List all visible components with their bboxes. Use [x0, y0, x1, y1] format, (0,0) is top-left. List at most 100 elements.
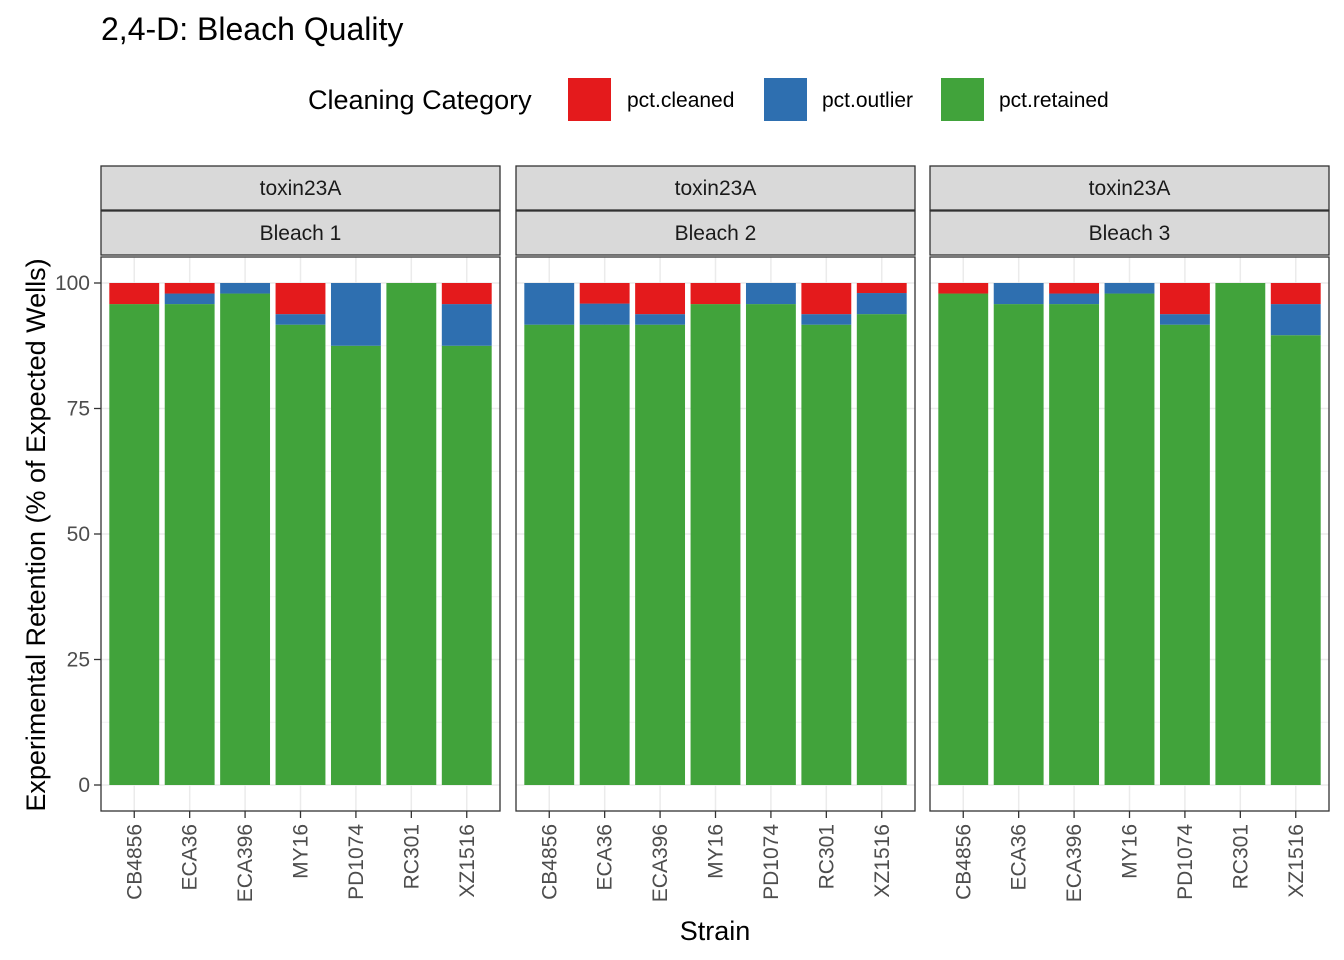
bar-pct-retained-eca396 — [220, 293, 271, 785]
facet-strip-top-label: toxin23A — [260, 177, 342, 200]
facet-strip-top-label: toxin23A — [675, 177, 757, 200]
bar-pct-retained-my16 — [690, 304, 741, 785]
y-axis: 0 25 50 75 100 — [55, 272, 101, 797]
bar-pct-outlier-my16 — [1104, 283, 1155, 294]
facet-strip-bottom-label: Bleach 1 — [260, 222, 342, 245]
bar-pct-cleaned-xz1516 — [441, 283, 492, 305]
bar-pct-retained-xz1516 — [1270, 335, 1321, 785]
facet-strip-top-label: toxin23A — [1089, 177, 1171, 200]
y-tick-label: 100 — [55, 272, 90, 295]
bar-pct-outlier-my16 — [275, 314, 326, 325]
x-tick-label: ECA36 — [594, 824, 617, 891]
bar-pct-cleaned-pd1074 — [1159, 283, 1210, 315]
bar-pct-retained-pd1074 — [745, 304, 796, 785]
facet-strip-bottom-label: Bleach 2 — [675, 222, 757, 245]
bar-pct-outlier-eca36 — [164, 293, 215, 305]
facet-strip-bottom — [100, 210, 501, 256]
bar-pct-retained-xz1516 — [856, 314, 907, 785]
y-tick-label: 0 — [78, 774, 90, 797]
legend-key-pct-outlier — [764, 78, 807, 121]
bar-pct-cleaned-my16 — [690, 283, 741, 305]
facet-strip-bottom — [515, 210, 916, 256]
bar-pct-outlier-eca396 — [1049, 293, 1100, 305]
x-tick-label: MY16 — [290, 824, 313, 879]
bar-pct-outlier-pd1074 — [330, 283, 381, 346]
bar-pct-cleaned-eca36 — [164, 283, 215, 294]
bar-pct-outlier-eca396 — [635, 314, 686, 325]
facet-strip-top — [929, 165, 1330, 211]
facet-strip-bottom-label: Bleach 3 — [1089, 222, 1171, 245]
bar-pct-outlier-cb4856 — [524, 283, 575, 325]
legend-title: Cleaning Category — [308, 85, 532, 115]
legend-label-pct-outlier: pct.outlier — [822, 89, 913, 112]
bar-pct-outlier-xz1516 — [856, 293, 907, 315]
legend-key-pct-retained — [941, 78, 984, 121]
x-tick-label: RC301 — [1229, 824, 1252, 889]
bar-pct-cleaned-rc301 — [801, 283, 852, 315]
bar-pct-retained-eca36 — [579, 324, 630, 785]
bar-pct-retained-eca36 — [164, 304, 215, 785]
x-tick-label: ECA396 — [649, 824, 672, 902]
bar-pct-outlier-eca36 — [579, 303, 630, 325]
bar-pct-retained-pd1074 — [1159, 324, 1210, 785]
facet-strip-top — [100, 165, 501, 211]
bar-pct-outlier-pd1074 — [1159, 314, 1210, 325]
bar-pct-outlier-xz1516 — [1270, 304, 1321, 336]
bar-pct-cleaned-cb4856 — [109, 283, 160, 305]
legend-label-pct-cleaned: pct.cleaned — [627, 89, 734, 112]
legend-key-pct-cleaned — [568, 78, 611, 121]
facet-panel-2: toxin23A Bleach 2 CB4856 ECA36 ECA396 MY16 PD1… — [515, 165, 916, 902]
x-tick-label: ECA396 — [234, 824, 257, 902]
bar-pct-retained-eca396 — [1049, 304, 1100, 785]
x-tick-label: XZ1516 — [456, 824, 479, 898]
chart-title: 2,4-D: Bleach Quality — [101, 11, 403, 47]
bar-pct-cleaned-xz1516 — [1270, 283, 1321, 305]
legend-label-pct-retained: pct.retained — [999, 89, 1109, 112]
bar-pct-retained-my16 — [275, 324, 326, 785]
bar-pct-retained-rc301 — [386, 283, 437, 785]
bar-pct-retained-xz1516 — [441, 345, 492, 785]
x-tick-label: RC301 — [815, 824, 838, 889]
bar-pct-retained-cb4856 — [109, 304, 160, 785]
facet-panel-1: toxin23A Bleach 1 CB4856 ECA36 ECA396 MY16 PD1… — [100, 165, 501, 902]
bar-pct-retained-eca36 — [993, 304, 1044, 785]
x-tick-label: ECA36 — [1008, 824, 1031, 891]
y-tick-label: 75 — [67, 398, 90, 421]
x-tick-label: CB4856 — [952, 824, 975, 900]
bar-pct-outlier-eca36 — [993, 283, 1044, 305]
bar-pct-outlier-rc301 — [801, 314, 852, 325]
bar-pct-outlier-pd1074 — [745, 283, 796, 305]
bar-pct-outlier-xz1516 — [441, 304, 492, 346]
x-tick-label: PD1074 — [760, 824, 783, 900]
y-tick-label: 25 — [67, 649, 90, 672]
x-tick-label: RC301 — [400, 824, 423, 889]
y-tick-label: 50 — [67, 523, 90, 546]
x-tick-label: PD1074 — [345, 824, 368, 900]
bar-pct-retained-eca396 — [635, 324, 686, 785]
y-axis-title: Experimental Retention (% of Expected We… — [21, 258, 51, 811]
facet-strip-bottom — [929, 210, 1330, 256]
x-axis-title: Strain — [680, 916, 751, 946]
legend: Cleaning Category pct.cleaned pct.outlie… — [308, 78, 1109, 121]
bar-pct-cleaned-eca396 — [635, 283, 686, 315]
bar-pct-retained-rc301 — [801, 324, 852, 785]
bar-pct-cleaned-eca36 — [579, 283, 630, 304]
bar-pct-cleaned-eca396 — [1049, 283, 1100, 294]
facet-panel-3: toxin23A Bleach 3 CB4856 ECA36 ECA396 MY16 PD1… — [929, 165, 1330, 902]
bar-pct-retained-cb4856 — [524, 324, 575, 785]
bar-pct-retained-cb4856 — [938, 293, 989, 785]
x-tick-label: MY16 — [705, 824, 728, 879]
bar-pct-retained-rc301 — [1215, 283, 1266, 785]
x-tick-label: CB4856 — [123, 824, 146, 900]
x-tick-label: CB4856 — [538, 824, 561, 900]
bar-pct-cleaned-my16 — [275, 283, 326, 315]
x-tick-label: XZ1516 — [1285, 824, 1308, 898]
bar-pct-outlier-eca396 — [220, 283, 271, 294]
x-tick-label: ECA36 — [179, 824, 202, 891]
bar-pct-retained-my16 — [1104, 293, 1155, 785]
x-tick-label: ECA396 — [1063, 824, 1086, 902]
bar-pct-retained-pd1074 — [330, 345, 381, 785]
x-tick-label: PD1074 — [1174, 824, 1197, 900]
bar-pct-cleaned-xz1516 — [856, 283, 907, 294]
